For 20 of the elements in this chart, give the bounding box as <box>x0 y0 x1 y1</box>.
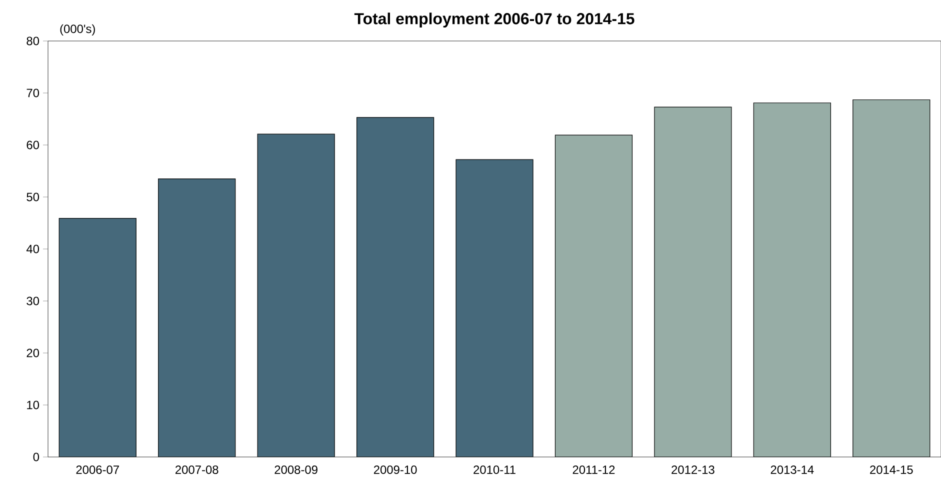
y-tick-label: 10 <box>27 400 40 410</box>
y-tick-label: 60 <box>26 140 40 150</box>
x-tick-label: 2007-08 <box>176 466 218 474</box>
x-tick-label: 2013-14 <box>770 466 814 474</box>
y-tick-label: 40 <box>26 244 40 254</box>
x-tick-label: 2012-13 <box>672 466 714 474</box>
x-tick-label: 2014-15 <box>870 466 913 474</box>
x-tick-label: 2009-10 <box>374 466 417 474</box>
y-tick-label: 50 <box>26 192 40 202</box>
x-tick-label: 2006-07 <box>76 466 119 474</box>
x-tick-label: 2008-09 <box>274 466 318 474</box>
y-tick-label: 80 <box>26 36 40 46</box>
y-tick-label: 0 <box>33 452 40 462</box>
chart-title: Total employment 2006-07 to 2014-15 <box>354 12 634 28</box>
y-tick-label: 20 <box>26 348 40 358</box>
y-axis-title: (000's) <box>60 24 95 36</box>
x-tick-label: 2011-12 <box>572 466 615 474</box>
x-tick-label: 2010-11 <box>474 466 516 474</box>
y-tick-label: 30 <box>26 296 40 306</box>
y-tick-label: 70 <box>26 88 40 98</box>
